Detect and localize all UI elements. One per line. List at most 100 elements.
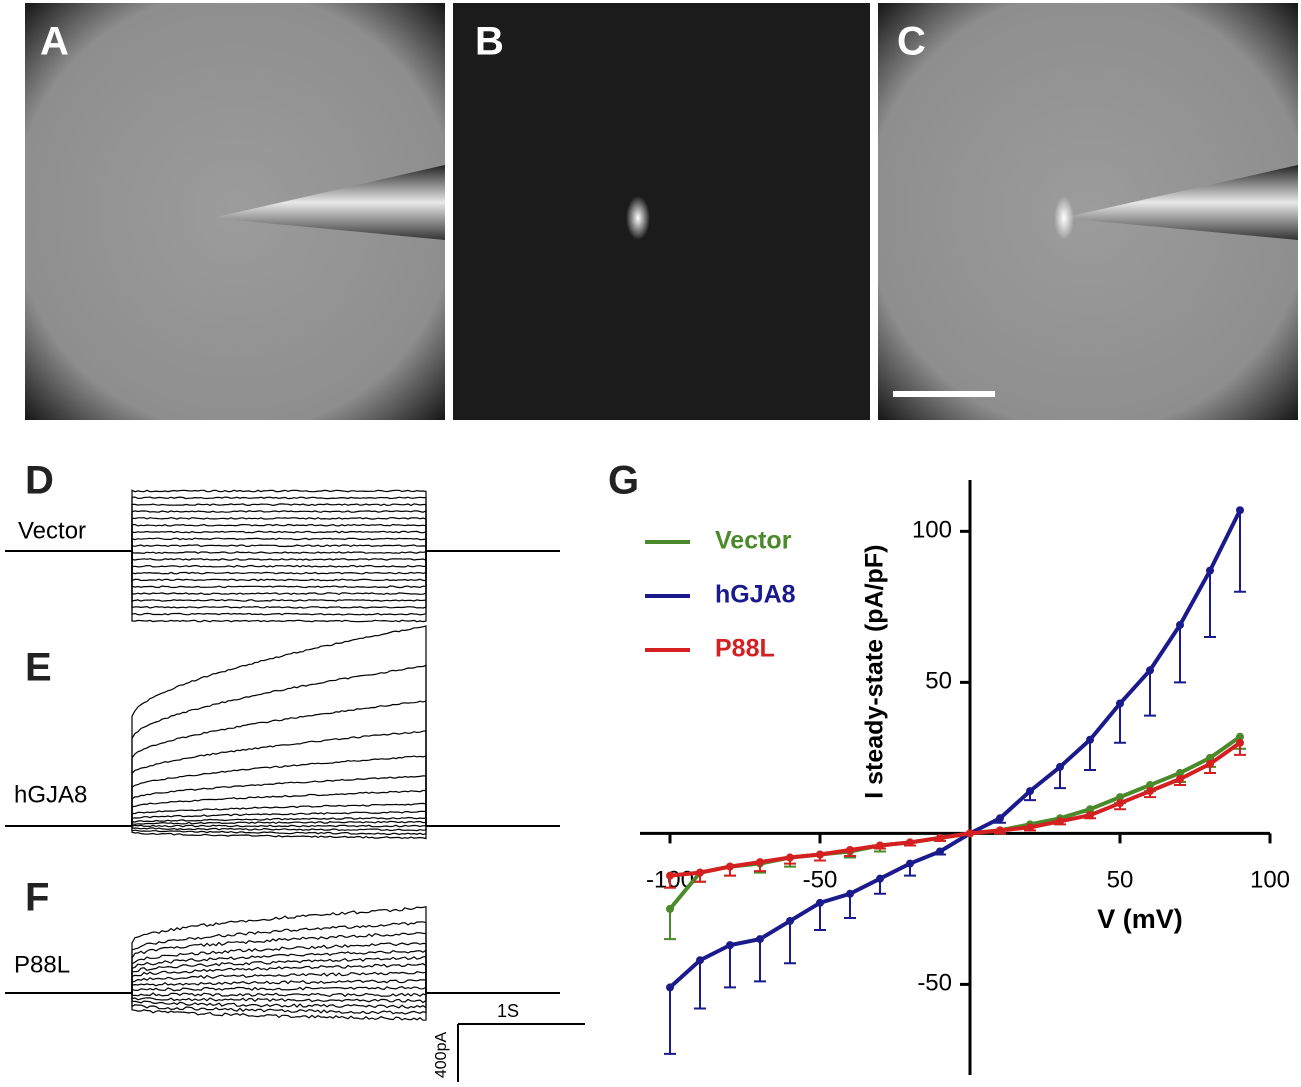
trace bbox=[5, 625, 560, 827]
trace-scale bbox=[457, 1023, 585, 1082]
trace bbox=[5, 755, 560, 827]
point bbox=[1206, 753, 1214, 762]
error-bar bbox=[664, 908, 676, 941]
legend-label: P88L bbox=[715, 635, 775, 663]
point bbox=[936, 847, 944, 856]
trace bbox=[5, 537, 560, 552]
point bbox=[756, 935, 764, 944]
trace bbox=[5, 802, 560, 827]
trace bbox=[5, 825, 560, 832]
trace bbox=[5, 550, 560, 554]
trace bbox=[5, 496, 560, 552]
point bbox=[1116, 699, 1124, 708]
trace bbox=[5, 825, 560, 836]
x-tick-label: 50 bbox=[1107, 867, 1134, 894]
point bbox=[1176, 620, 1184, 629]
error-bar bbox=[844, 893, 856, 919]
legend-label: hGJA8 bbox=[715, 581, 796, 609]
error-bar bbox=[784, 920, 796, 965]
x-tick-label: 100 bbox=[1250, 867, 1290, 894]
trace-label: P88L bbox=[14, 951, 70, 978]
scale-label: 1S bbox=[497, 1001, 519, 1021]
x-tick-label: -50 bbox=[803, 867, 838, 894]
point bbox=[1206, 566, 1214, 575]
point bbox=[1146, 781, 1154, 790]
point bbox=[786, 853, 794, 862]
point bbox=[1116, 793, 1124, 802]
point bbox=[1086, 735, 1094, 744]
trace bbox=[5, 825, 560, 840]
trace bbox=[5, 992, 560, 1015]
error-bar bbox=[1084, 739, 1096, 771]
trace bbox=[5, 992, 560, 1021]
trace bbox=[5, 550, 560, 623]
series-line bbox=[669, 741, 1242, 878]
trace bbox=[5, 979, 560, 994]
trace bbox=[5, 963, 560, 994]
trace bbox=[5, 816, 560, 827]
point bbox=[1236, 738, 1244, 747]
panel-label: A bbox=[40, 20, 69, 64]
point bbox=[666, 983, 674, 992]
point bbox=[816, 898, 824, 907]
trace bbox=[5, 992, 560, 997]
image-a bbox=[25, 3, 445, 420]
scale-label: 400pA bbox=[433, 1032, 450, 1079]
point bbox=[1026, 787, 1034, 796]
point bbox=[1206, 759, 1214, 768]
point bbox=[876, 841, 884, 850]
point bbox=[1086, 805, 1094, 814]
point bbox=[936, 833, 944, 842]
trace bbox=[5, 905, 560, 994]
point bbox=[906, 859, 914, 868]
trace bbox=[5, 550, 560, 561]
trace bbox=[5, 550, 560, 575]
trace bbox=[5, 789, 560, 827]
trace bbox=[5, 550, 560, 596]
trace bbox=[5, 820, 560, 827]
point bbox=[1056, 762, 1064, 771]
trace bbox=[5, 550, 560, 616]
trace bbox=[5, 544, 560, 552]
point bbox=[816, 850, 824, 859]
series-line bbox=[668, 509, 1242, 989]
trace-label: Vector bbox=[18, 517, 86, 544]
error-bar bbox=[694, 960, 706, 1010]
trace bbox=[5, 664, 560, 827]
trace bbox=[5, 516, 560, 552]
trace bbox=[5, 955, 560, 994]
y-tick-label: 50 bbox=[925, 668, 952, 695]
trace bbox=[5, 942, 560, 994]
point bbox=[1056, 817, 1064, 826]
point bbox=[996, 826, 1004, 835]
point bbox=[996, 814, 1004, 823]
error-bar bbox=[1144, 670, 1156, 717]
error-bar bbox=[754, 939, 766, 983]
panel-label: E bbox=[25, 646, 52, 690]
trace bbox=[5, 810, 560, 827]
error-bar bbox=[814, 902, 826, 932]
current-traces bbox=[5, 489, 560, 1021]
point bbox=[726, 941, 734, 950]
trace bbox=[5, 550, 560, 609]
trace bbox=[5, 931, 560, 994]
point bbox=[846, 889, 854, 898]
error-bar bbox=[724, 945, 736, 989]
trace bbox=[5, 921, 560, 994]
x-axis-label: V (mV) bbox=[1097, 904, 1183, 934]
trace bbox=[5, 824, 560, 828]
y-axis-label: I steady-state (pA/pF) bbox=[861, 545, 889, 799]
panel-label: B bbox=[475, 20, 504, 64]
trace bbox=[5, 550, 560, 582]
y-tick-label: -50 bbox=[917, 970, 952, 997]
trace bbox=[5, 992, 560, 1004]
point bbox=[1026, 823, 1034, 832]
series-line bbox=[668, 735, 1242, 911]
trace bbox=[5, 730, 560, 827]
panel-label: F bbox=[25, 876, 49, 920]
trace bbox=[5, 550, 560, 602]
point bbox=[696, 868, 704, 877]
point bbox=[1146, 666, 1154, 675]
trace bbox=[5, 530, 560, 552]
error-bar bbox=[1114, 703, 1126, 744]
